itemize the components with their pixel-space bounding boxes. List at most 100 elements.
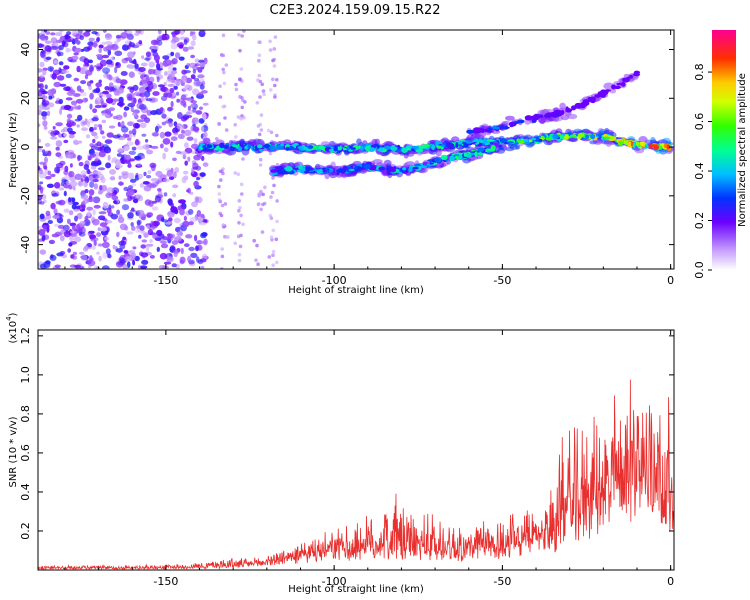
noise-point — [42, 222, 49, 226]
signal-point — [307, 145, 314, 149]
noise-point — [269, 235, 274, 239]
noise-point — [104, 108, 111, 115]
noise-point — [66, 91, 75, 96]
noise-point — [238, 48, 242, 53]
noise-point — [73, 105, 79, 110]
noise-point — [91, 244, 96, 250]
noise-point — [74, 37, 79, 42]
noise-point — [140, 244, 147, 249]
noise-point — [173, 80, 182, 85]
noise-point — [145, 245, 150, 252]
noise-point — [131, 252, 136, 258]
noise-point — [109, 169, 117, 175]
noise-point — [122, 236, 127, 241]
noise-point — [193, 77, 200, 82]
noise-point — [149, 239, 153, 243]
noise-point — [97, 227, 102, 232]
noise-point — [182, 155, 188, 159]
noise-point — [115, 114, 123, 121]
noise-point — [65, 73, 72, 79]
noise-point — [140, 62, 148, 67]
noise-point — [156, 76, 160, 83]
noise-point — [50, 37, 58, 44]
noise-point — [169, 87, 175, 94]
signal-point — [402, 167, 406, 171]
noise-point — [183, 215, 187, 221]
noise-point — [154, 237, 162, 241]
signal-point — [590, 133, 596, 140]
noise-point — [38, 165, 41, 171]
signal-point — [232, 144, 239, 148]
noise-point — [178, 199, 186, 204]
noise-point — [58, 44, 64, 51]
noise-point — [55, 140, 63, 147]
spectrogram-x-ticks: -150 -100 -50 0 — [64, 30, 674, 287]
noise-point — [101, 119, 107, 124]
noise-point — [190, 103, 195, 108]
noise-point — [238, 205, 242, 210]
noise-point — [40, 49, 47, 55]
noise-point — [263, 185, 267, 190]
noise-point — [198, 59, 205, 64]
noise-point — [92, 174, 100, 180]
noise-point — [94, 158, 101, 164]
noise-point — [271, 58, 275, 63]
noise-point — [271, 228, 276, 233]
noise-point — [72, 186, 76, 191]
noise-point — [40, 111, 48, 117]
noise-point — [141, 155, 145, 159]
noise-point — [153, 40, 160, 45]
noise-point — [257, 58, 261, 63]
noise-point — [202, 113, 207, 120]
noise-point — [66, 218, 71, 225]
signal-point — [474, 151, 478, 157]
noise-point — [138, 234, 142, 239]
noise-point — [185, 234, 193, 239]
noise-point — [63, 65, 70, 70]
signal-point — [666, 144, 670, 150]
signal-point — [257, 144, 263, 149]
signal-point — [336, 146, 343, 151]
noise-point — [86, 81, 92, 87]
noise-point — [141, 231, 147, 235]
noise-point — [96, 33, 101, 37]
signal-point — [303, 146, 308, 151]
noise-point — [126, 261, 131, 268]
noise-point — [39, 263, 47, 269]
noise-point — [256, 202, 261, 207]
signal-point — [322, 169, 328, 173]
snr-y-tick-label: 0.6 — [19, 444, 32, 462]
signal-halo-point — [435, 149, 442, 157]
noise-point — [106, 220, 113, 224]
noise-point — [193, 117, 199, 122]
noise-point — [99, 222, 107, 227]
noise-point — [133, 91, 141, 96]
signal-point — [305, 166, 312, 171]
noise-point — [217, 184, 221, 189]
noise-point — [127, 212, 134, 219]
noise-point — [175, 30, 181, 35]
noise-point — [163, 192, 168, 197]
noise-point — [149, 255, 155, 259]
noise-point — [113, 85, 120, 89]
noise-point — [92, 138, 96, 144]
noise-point — [117, 147, 124, 152]
signal-point — [589, 97, 596, 104]
noise-point — [132, 112, 138, 116]
noise-point — [147, 81, 153, 85]
noise-point — [116, 153, 122, 157]
noise-point — [127, 137, 132, 141]
noise-point — [93, 88, 101, 93]
noise-point — [255, 101, 260, 105]
noise-point — [76, 40, 81, 45]
noise-point — [110, 213, 119, 220]
noise-point — [262, 201, 267, 206]
noise-point — [92, 218, 100, 226]
noise-point — [115, 78, 122, 84]
noise-point — [85, 69, 93, 76]
noise-point — [92, 127, 97, 131]
noise-point — [197, 74, 205, 79]
noise-point — [129, 196, 135, 200]
signal-point — [247, 144, 251, 150]
signal-point — [350, 147, 356, 150]
